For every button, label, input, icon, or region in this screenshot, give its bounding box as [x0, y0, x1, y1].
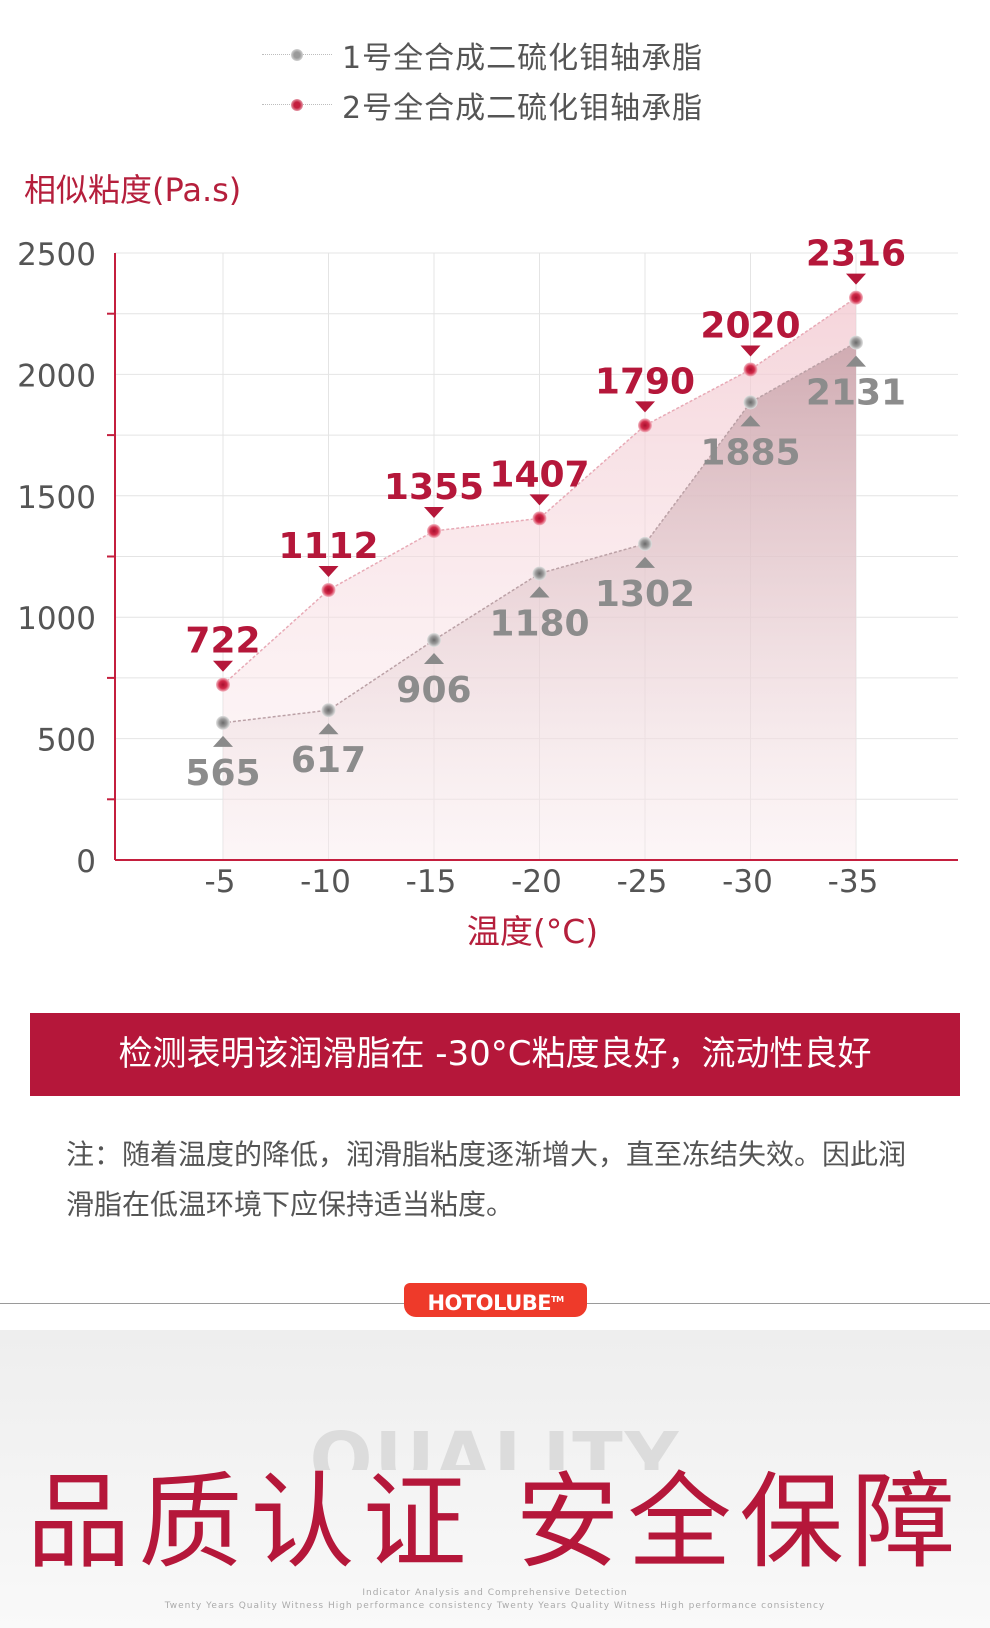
point-series-2 — [638, 418, 652, 433]
data-label-series-2: 2316 — [806, 234, 906, 275]
point-series-1 — [743, 395, 758, 410]
footnote: 注：随着温度的降低，润滑脂粘度逐渐增大，直至冻结失效。因此润滑脂在低温环境下应保… — [66, 1138, 907, 1221]
pointer-series-1 — [635, 556, 655, 568]
pointer-series-2 — [635, 401, 655, 413]
x-tick-label: -15 — [406, 864, 457, 900]
x-tick-label: -35 — [828, 864, 879, 900]
area-series-1 — [223, 342, 856, 860]
point-series-2 — [427, 524, 441, 539]
footer-background — [0, 1330, 990, 1628]
pointer-series-1 — [529, 586, 550, 598]
point-series-2 — [321, 583, 336, 598]
point-series-2 — [216, 677, 230, 692]
point-series-2 — [849, 290, 863, 305]
pointer-series-1 — [740, 415, 761, 427]
pointer-series-1 — [846, 355, 866, 367]
y-tick-label: 1500 — [17, 480, 96, 516]
viscosity-chart: 0 500 1000 1500 2000 2500 -5 -10 -15 -20 -25 -30 -35… — [17, 234, 958, 900]
data-label-series-1: 1885 — [700, 432, 800, 473]
x-tick-label: -30 — [722, 864, 773, 900]
data-label-series-2: 1790 — [595, 361, 695, 402]
pointer-series-1 — [424, 653, 444, 665]
point-series-2 — [532, 511, 547, 526]
y-axis-label: 相似粘度(Pa.s) — [24, 171, 242, 209]
x-axis-label: 温度(°C) — [466, 912, 599, 951]
quality-certification-watermark: QUALITY CERTIFICATION — [309, 1417, 681, 1470]
legend-label-series-2: 2号全合成二硫化钼轴承脂 — [342, 91, 704, 126]
pointer-series-1 — [213, 735, 233, 747]
point-series-1 — [321, 703, 336, 718]
data-label-series-2: 1112 — [278, 526, 378, 567]
footer-small-text-1: Indicator Analysis and Comprehensive Det… — [362, 1588, 628, 1598]
data-label-series-1: 565 — [185, 753, 260, 794]
data-label-series-2: 1355 — [384, 467, 484, 508]
pointer-series-1 — [318, 723, 339, 735]
point-series-2 — [743, 362, 758, 377]
pointer-series-2 — [529, 494, 550, 506]
pointer-series-2 — [846, 273, 866, 285]
footer-small-text-2: Twenty Years Quality Witness High perfor… — [164, 1601, 826, 1611]
y-tick-label: 500 — [37, 723, 96, 759]
y-tick-label: 0 — [76, 844, 96, 880]
y-tick-label: 2000 — [17, 358, 96, 394]
y-tick-label: 2500 — [17, 237, 96, 273]
legend-entry-series-2: 2号全合成二硫化钼轴承脂 — [262, 80, 703, 130]
x-tick-label: -10 — [300, 864, 351, 900]
pointer-series-2 — [740, 345, 761, 357]
point-series-1 — [638, 536, 652, 551]
x-tick-label: -5 — [205, 864, 236, 900]
conclusion-banner: 检测表明该润滑脂在 -30°C粘度良好，流动性良好 — [30, 1013, 960, 1096]
point-series-1 — [427, 633, 441, 648]
point-series-1 — [216, 715, 230, 730]
legend-marker-series-1 — [262, 45, 332, 65]
data-label-series-2: 2020 — [700, 306, 800, 347]
data-label-series-2: 1407 — [489, 454, 589, 495]
legend-marker-series-2 — [262, 95, 332, 115]
data-label-series-1: 617 — [291, 740, 366, 781]
slogan: 品质认证 安全保障 — [26, 1461, 964, 1583]
data-label-series-1: 1180 — [489, 603, 589, 644]
point-series-1 — [849, 335, 863, 350]
data-label-series-1: 2131 — [806, 373, 906, 414]
legend-entry-series-1: 1号全合成二硫化钼轴承脂 — [262, 30, 703, 80]
data-label-series-1: 906 — [396, 670, 471, 711]
data-label-series-1: 1302 — [595, 574, 695, 615]
chart-legend: 1号全合成二硫化钼轴承脂 2号全合成二硫化钼轴承脂 — [262, 30, 703, 130]
legend-label-series-1: 1号全合成二硫化钼轴承脂 — [342, 41, 704, 76]
x-tick-label: -20 — [511, 864, 562, 900]
pointer-series-2 — [213, 660, 233, 672]
pointer-series-2 — [424, 507, 444, 519]
point-series-1 — [532, 566, 547, 581]
pointer-series-2 — [318, 566, 339, 578]
hotolube-logo: HOTOLUBETM — [404, 1283, 587, 1317]
y-tick-label: 1000 — [17, 601, 96, 637]
data-label-series-2: 722 — [185, 621, 260, 662]
x-tick-label: -25 — [617, 864, 668, 900]
